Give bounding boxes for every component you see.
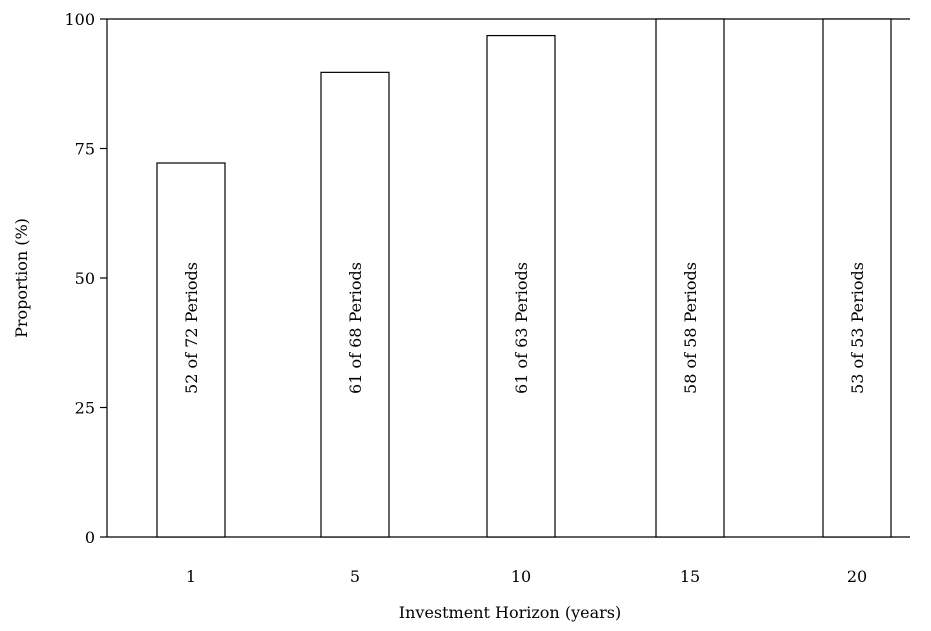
bar-data-label: 58 of 58 Periods (681, 262, 700, 394)
y-tick-label: 0 (85, 528, 95, 547)
x-tick-label: 10 (511, 567, 531, 586)
y-tick-label: 50 (75, 269, 95, 288)
bar-data-label: 52 of 72 Periods (182, 262, 201, 394)
y-tick-label: 100 (64, 10, 95, 29)
y-axis-title: Proportion (%) (12, 218, 31, 338)
x-tick-label: 5 (350, 567, 360, 586)
bar-data-label: 61 of 68 Periods (346, 262, 365, 394)
y-axis: 0 25 50 75 100 (64, 10, 107, 547)
y-tick-label: 75 (75, 140, 95, 159)
x-tick-label: 1 (186, 567, 196, 586)
bar-data-label: 53 of 53 Periods (848, 262, 867, 394)
bars: 52 of 72 Periods 61 of 68 Periods 61 of 63… (157, 19, 891, 537)
bar-data-label: 61 of 63 Periods (512, 262, 531, 394)
y-tick-label: 25 (75, 399, 95, 418)
x-tick-label: 20 (847, 567, 867, 586)
x-axis: 1 5 10 15 20 (186, 567, 867, 586)
x-axis-title: Investment Horizon (years) (399, 603, 621, 622)
x-tick-label: 15 (680, 567, 700, 586)
